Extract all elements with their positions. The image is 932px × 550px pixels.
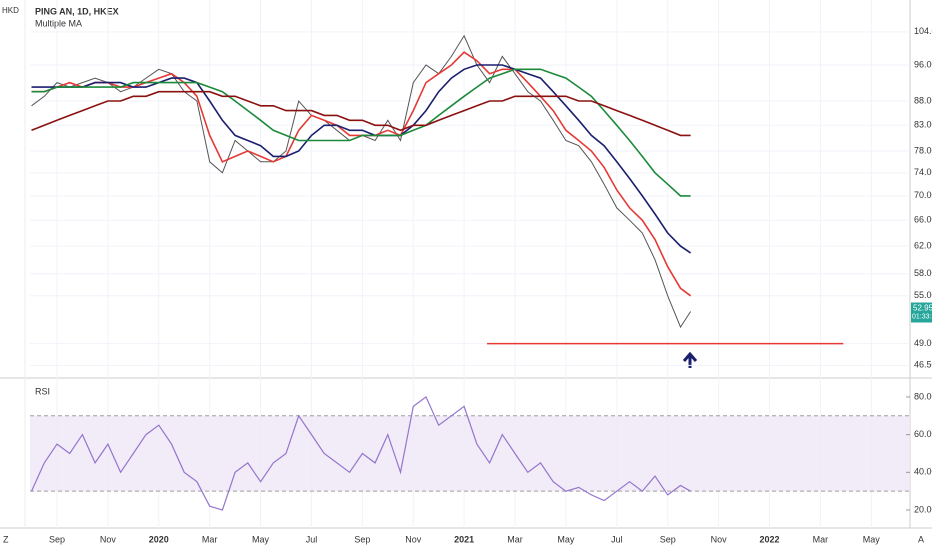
x-tick-label: Mar	[813, 534, 829, 544]
x-tick-label: 2020	[149, 534, 169, 544]
x-tick-label: Nov	[100, 534, 117, 544]
corner-label: A	[918, 534, 924, 544]
x-tick-label: May	[863, 534, 881, 544]
x-tick-label: Mar	[507, 534, 523, 544]
x-tick-label: Mar	[202, 534, 218, 544]
rsi-tick-label: 80.00	[914, 391, 932, 401]
y-tick-label: 49.00	[914, 338, 932, 348]
y-tick-label: 74.00	[914, 167, 932, 177]
last-price-tag	[911, 302, 932, 323]
y-tick-label: 46.50	[914, 360, 932, 370]
y-tick-label: 96.00	[914, 59, 932, 69]
corner-label: Z	[3, 534, 9, 544]
countdown: 01:33:39	[912, 313, 932, 320]
x-tick-label: Sep	[660, 534, 676, 544]
rsi-tick-label: 60.00	[914, 429, 932, 439]
y-tick-label: 83.00	[914, 120, 932, 130]
last-price: 52.95	[913, 304, 932, 313]
y-tick-label: 88.00	[914, 95, 932, 105]
x-tick-label: Jul	[306, 534, 318, 544]
chart-subtitle: Multiple MA	[35, 18, 82, 28]
y-tick-label: 62.00	[914, 241, 932, 251]
moving-average	[31, 64, 692, 254]
rsi-tick-label: 40.00	[914, 467, 932, 477]
x-tick-label: May	[252, 534, 270, 544]
rsi-line	[30, 395, 691, 511]
x-tick-label: May	[557, 534, 575, 544]
x-tick-label: Sep	[354, 534, 370, 544]
moving-average	[31, 90, 691, 137]
x-tick-label: Sep	[49, 534, 65, 544]
y-tick-label: 78.00	[914, 145, 932, 155]
x-tick-label: Jul	[611, 534, 623, 544]
rsi-tick-label: 20.00	[914, 504, 932, 514]
x-tick-label: Nov	[405, 534, 422, 544]
currency: HKD	[2, 6, 19, 15]
y-tick-label: 55.00	[914, 290, 932, 300]
moving-average	[31, 68, 691, 197]
rsi-band	[30, 415, 910, 492]
rsi-label: RSI	[35, 386, 50, 396]
y-tick-label: 58.00	[914, 268, 932, 278]
y-tick-label: 70.00	[914, 190, 932, 200]
x-tick-label: 2021	[454, 534, 474, 544]
y-tick-label: 104.00	[914, 26, 932, 36]
arrow	[682, 351, 698, 368]
y-tick-label: 66.00	[914, 215, 932, 225]
chart-title: PING AN, 1D, HKEX	[35, 6, 119, 16]
x-tick-label: 2022	[760, 534, 780, 544]
x-tick-label: Nov	[711, 534, 728, 544]
